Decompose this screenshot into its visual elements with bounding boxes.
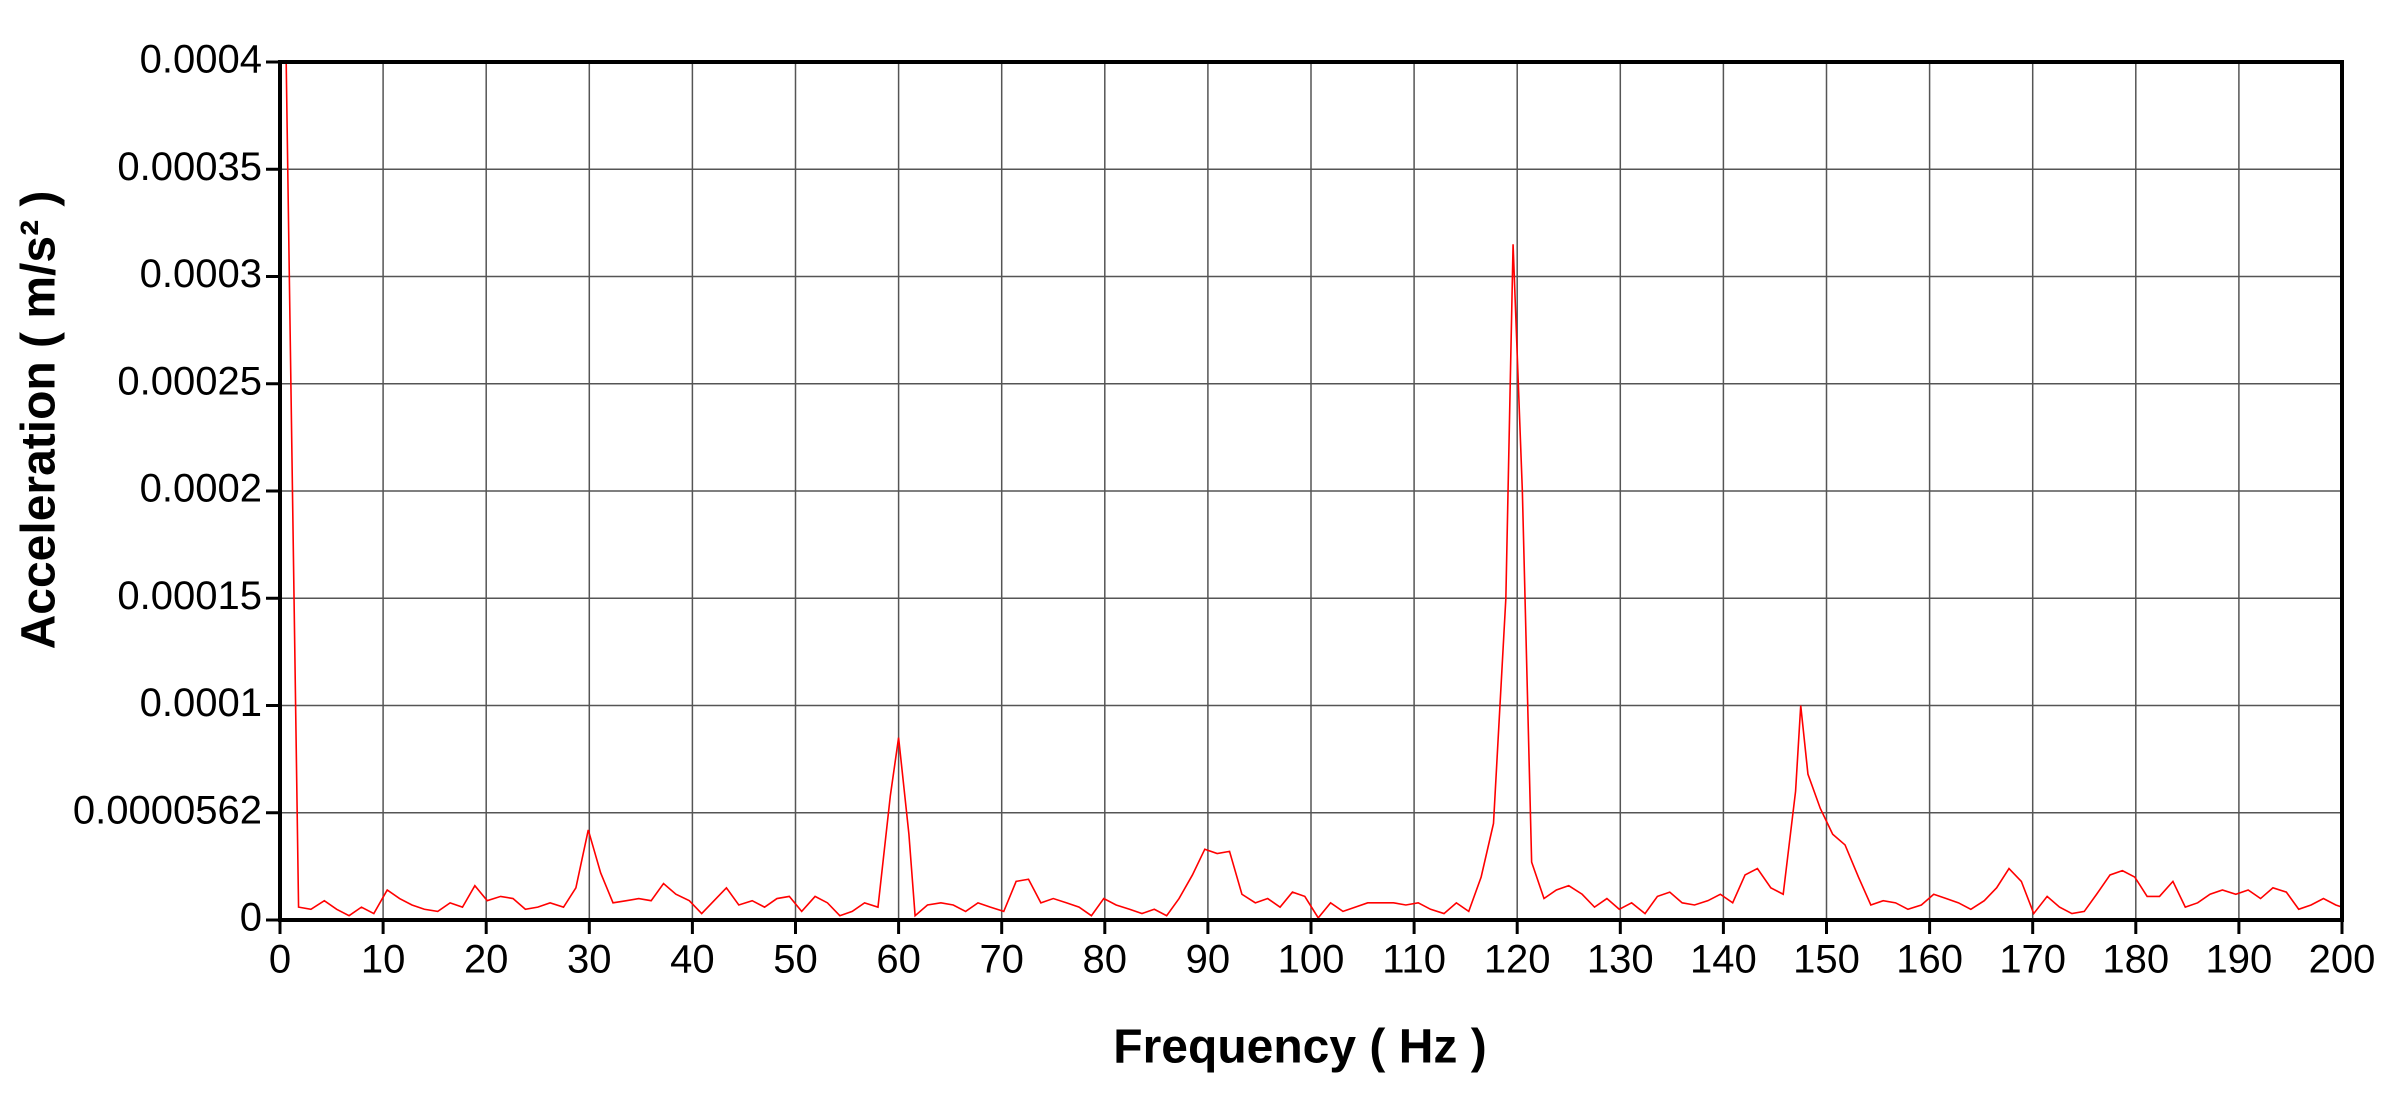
data-line — [285, 61, 2343, 920]
x-axis-title: Frequency ( Hz ) — [1113, 1021, 1486, 1074]
x-tick-label: 110 — [1382, 938, 1446, 982]
y-tick-label: 0 — [240, 896, 262, 940]
x-tick-label: 40 — [670, 938, 715, 982]
y-tick-label: 0.0000562 — [73, 788, 262, 832]
x-tick-label: 190 — [2206, 938, 2273, 982]
y-tick-label: 0.0003 — [140, 252, 262, 296]
y-axis-title: Acceleration ( m/s² ) — [13, 191, 66, 650]
x-tick-label: 130 — [1587, 938, 1654, 982]
y-tick-label: 0.00015 — [117, 574, 262, 618]
plot-frame — [278, 60, 2344, 922]
x-tick-label: 160 — [1896, 938, 1963, 982]
y-tick-label: 0.0002 — [140, 467, 262, 511]
y-tick-label: 0.00025 — [117, 359, 262, 403]
y-tick-label: 0.0004 — [140, 38, 262, 82]
x-tick-label: 90 — [1186, 938, 1231, 982]
x-tick-label: 10 — [361, 938, 406, 982]
x-tick-label: 0 — [269, 938, 291, 982]
x-tick-label: 140 — [1690, 938, 1757, 982]
x-tick-label: 180 — [2102, 938, 2169, 982]
x-tick-label: 150 — [1793, 938, 1860, 982]
x-tick-label: 50 — [773, 938, 818, 982]
x-tick-label: 120 — [1484, 938, 1551, 982]
x-tick-label: 60 — [876, 938, 921, 982]
x-tick-label: 20 — [464, 938, 509, 982]
y-tick-label: 0.0001 — [140, 681, 262, 725]
x-tick-label: 100 — [1278, 938, 1345, 982]
x-tick-label: 200 — [2309, 938, 2376, 982]
y-tick-label: 0.00035 — [117, 145, 262, 189]
x-tick-label: 70 — [979, 938, 1024, 982]
x-tick-label: 80 — [1083, 938, 1128, 982]
x-tick-label: 30 — [567, 938, 612, 982]
x-tick-label: 170 — [1999, 938, 2066, 982]
